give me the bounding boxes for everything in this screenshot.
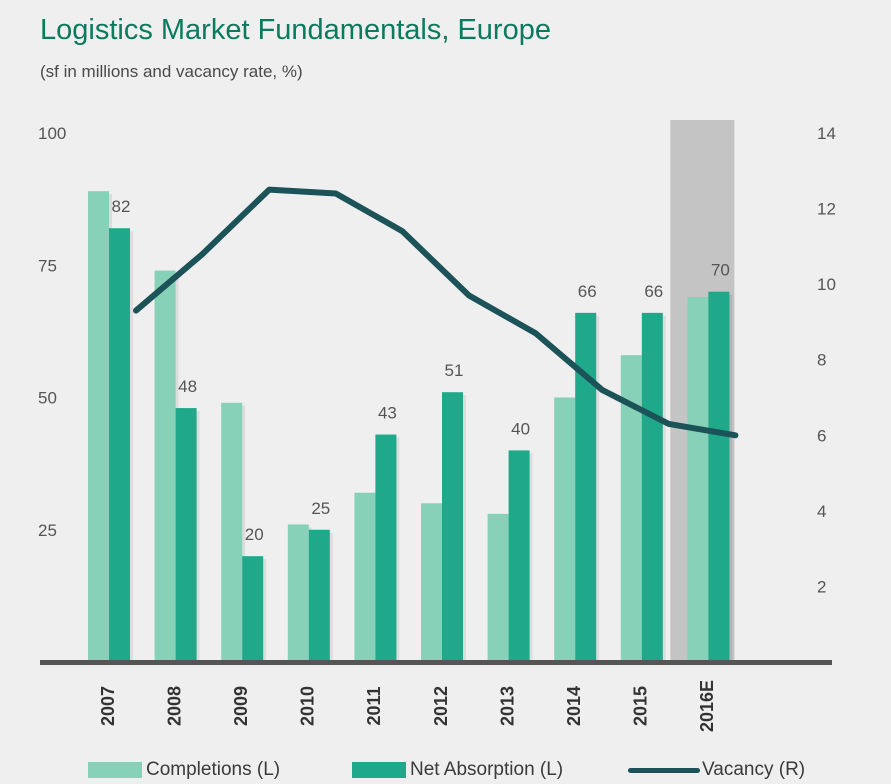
- left-y-tick-label: 75: [38, 256, 57, 275]
- net-absorption-bar: [641, 312, 663, 662]
- vacancy-line: [133, 186, 739, 439]
- chart-title: Logistics Market Fundamentals, Europe: [40, 14, 551, 46]
- completions-bar: [620, 355, 642, 662]
- x-tick-label: 2012: [431, 686, 451, 726]
- left-y-tick-label: 25: [38, 521, 57, 540]
- legend-swatch-vacancy: [628, 767, 700, 773]
- net-absorption-data-label: 51: [445, 361, 464, 380]
- left-y-tick-label: 100: [38, 124, 66, 143]
- legend-label-net-absorption: Net Absorption (L): [410, 759, 564, 780]
- x-axis-line: [40, 660, 832, 665]
- net-absorption-bar: [109, 228, 130, 662]
- net-absorption-bar: [375, 434, 397, 662]
- x-tick-label: 2008: [164, 686, 184, 726]
- right-y-tick-label: 10: [817, 275, 836, 294]
- legend-label-vacancy: Vacancy (R): [702, 759, 806, 780]
- label-layer: 82 48 20 25 43 51 40 66 66 70: [112, 197, 730, 544]
- legend-swatch-net-absorption: [352, 762, 406, 778]
- right-y-tick-label: 12: [817, 200, 836, 219]
- net-absorption-bar: [508, 450, 530, 662]
- net-absorption-bar: [708, 291, 730, 662]
- completions-bar: [687, 296, 709, 662]
- completions-bar: [154, 270, 176, 662]
- net-absorption-data-label: 43: [378, 404, 397, 423]
- net-absorption-data-label: 82: [112, 197, 131, 216]
- net-absorption-bar: [308, 529, 330, 662]
- net-absorption-bar: [242, 556, 264, 662]
- x-tick-label: 2016E: [697, 680, 717, 732]
- right-y-tick-label: 14: [817, 124, 836, 143]
- completions-bar: [287, 524, 309, 662]
- right-y-tick-label: 2: [817, 577, 826, 596]
- net-absorption-data-label: 25: [311, 499, 330, 518]
- chart-legend: Completions (L) Net Absorption (L) Vacan…: [0, 756, 891, 784]
- completions-bar: [88, 191, 109, 662]
- x-tick-label: 2013: [497, 686, 517, 726]
- net-absorption-data-label: 70: [711, 261, 730, 280]
- x-tick-label: 2015: [631, 686, 651, 726]
- x-tick-label: 2011: [364, 686, 384, 725]
- x-tick-label: 2014: [564, 686, 584, 726]
- completions-bar: [487, 513, 509, 662]
- axis-layer: 2007 2008 2009 2010 2011 2012 2013 2014 2015 2016…: [38, 124, 836, 732]
- net-absorption-data-label: 66: [644, 282, 663, 301]
- net-absorption-data-label: 40: [511, 419, 530, 438]
- completions-bar: [554, 397, 576, 662]
- right-y-tick-label: 6: [817, 426, 826, 445]
- chart-subtitle: (sf in millions and vacancy rate, %): [40, 62, 303, 81]
- completions-bar: [221, 402, 243, 662]
- net-absorption-data-label: 20: [245, 525, 264, 544]
- legend-swatch-completions: [88, 762, 142, 778]
- net-absorption-bar: [442, 392, 463, 662]
- legend-item-completions: Completions (L): [88, 756, 280, 784]
- vacancy-line-layer: [133, 186, 739, 439]
- left-y-tick-label: 50: [38, 389, 57, 408]
- completions-bar: [421, 503, 442, 662]
- net-absorption-bar: [575, 312, 597, 662]
- right-y-tick-label: 4: [817, 502, 826, 521]
- x-tick-label: 2007: [98, 686, 118, 726]
- x-tick-label: 2010: [298, 686, 318, 726]
- legend-item-net-absorption: Net Absorption (L): [352, 756, 563, 784]
- net-absorption-data-label: 66: [578, 282, 597, 301]
- net-absorption-bar: [175, 408, 197, 662]
- legend-label-completions: Completions (L): [146, 759, 281, 780]
- legend-item-vacancy: Vacancy (R): [628, 756, 805, 784]
- net-absorption-data-label: 48: [178, 377, 197, 396]
- bar-layer: [88, 191, 733, 665]
- right-y-tick-label: 8: [817, 351, 826, 370]
- x-tick-label: 2009: [231, 686, 251, 726]
- chart-area: 2007 2008 2009 2010 2011 2012 2013 2014 2015 2016…: [38, 120, 836, 732]
- completions-bar: [354, 492, 376, 662]
